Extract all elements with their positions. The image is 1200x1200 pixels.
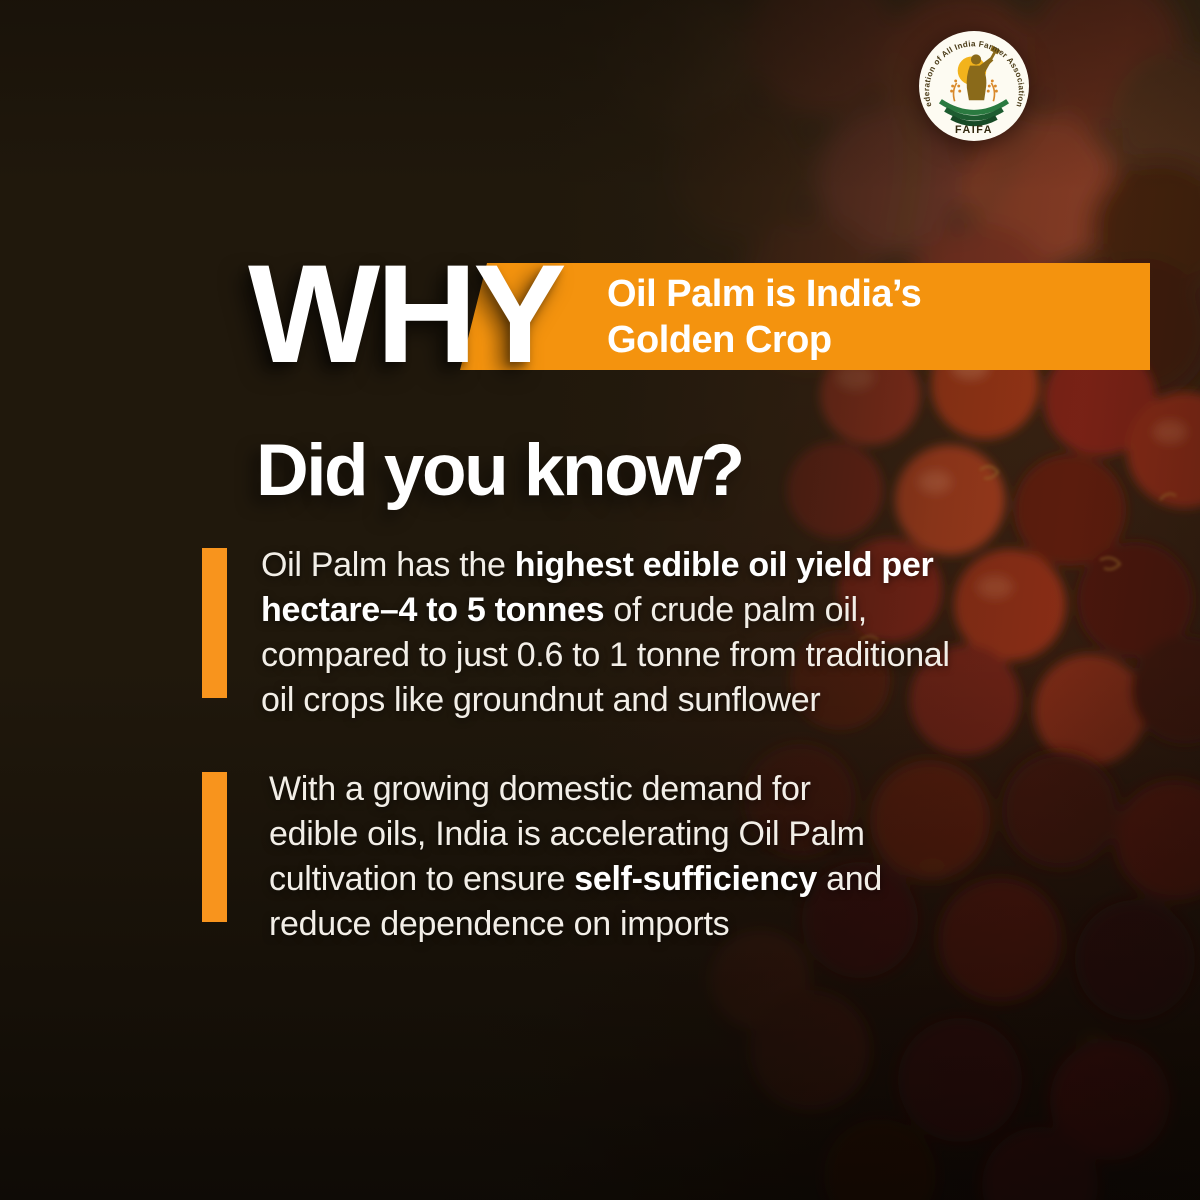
fact-line: With a growing domestic demand for (269, 767, 882, 812)
fact-segment-bold: self-sufficiency (574, 860, 817, 898)
fact-line: reduce dependence on imports (269, 902, 882, 947)
did-you-know-heading: Did you know? (256, 430, 745, 511)
banner-line-1: Oil Palm is India’s (607, 272, 922, 315)
fact-segment-bold: highest edible oil yield per (514, 546, 934, 584)
title-banner: Oil Palm is India’s Golden Crop (460, 263, 1150, 370)
fact-line: Oil Palm has the highest edible oil yiel… (261, 543, 950, 588)
fact-segment: cultivation to ensure (269, 860, 575, 898)
fact-paragraph-2: With a growing domestic demand for edible… (227, 767, 882, 947)
accent-bar-2 (202, 772, 227, 922)
fact-segment-bold: hectare–4 to 5 tonnes (261, 591, 605, 629)
fact-block-1: Oil Palm has the highest edible oil yiel… (202, 546, 950, 728)
fact-block-2: With a growing domestic demand for edible… (202, 770, 882, 952)
fact-segment: With a growing domestic demand for (269, 770, 811, 808)
fact-line: edible oils, India is accelerating Oil P… (269, 812, 882, 857)
accent-bar-1 (202, 548, 227, 698)
fact-line: compared to just 0.6 to 1 tonne from tra… (261, 633, 950, 678)
fact-segment: and (816, 860, 882, 898)
fact-segment: edible oils, India is accelerating Oil P… (269, 815, 865, 853)
fact-segment: compared to just 0.6 to 1 tonne from tra… (261, 636, 950, 674)
fact-segment: oil crops like groundnut and sunflower (261, 681, 821, 719)
fact-segment: reduce dependence on imports (269, 905, 730, 943)
fact-line: cultivation to ensure self-sufficiency a… (269, 857, 882, 902)
fact-line: oil crops like groundnut and sunflower (261, 678, 950, 723)
banner-line-2: Golden Crop (607, 318, 832, 361)
fact-segment: Oil Palm has the (261, 546, 515, 584)
faifa-logo: Federation of All India Farmer Associati… (915, 23, 1030, 142)
fact-paragraph-1: Oil Palm has the highest edible oil yiel… (227, 543, 950, 723)
why-title: WHY (248, 235, 567, 392)
fact-line: hectare–4 to 5 tonnes of crude palm oil, (261, 588, 950, 633)
logo-acronym: FAIFA (955, 124, 993, 136)
fact-segment: of crude palm oil, (604, 591, 867, 629)
